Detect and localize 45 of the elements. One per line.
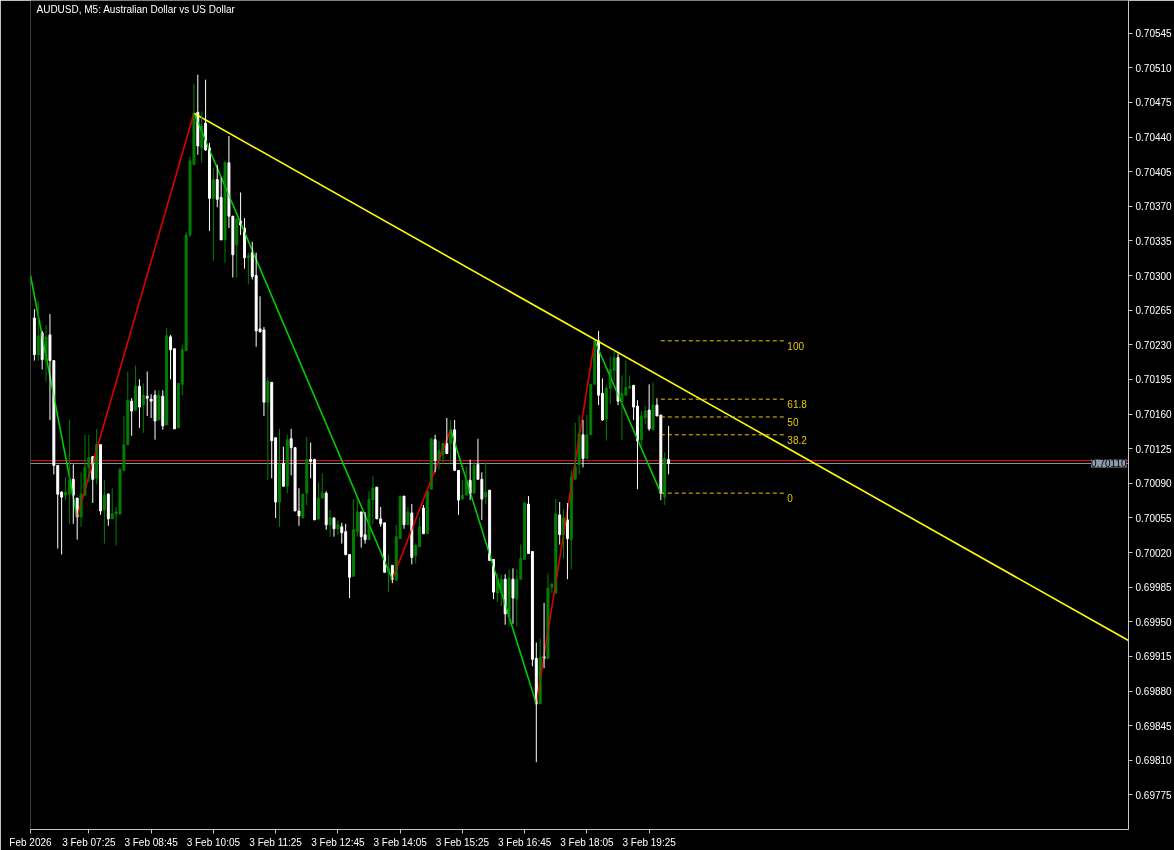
series-label: 0 <box>787 493 794 505</box>
x-tick-label: 3 Feb 12:45 <box>311 836 365 848</box>
candlestick <box>429 438 433 490</box>
y-tick-label: 0.70370 <box>1135 201 1173 213</box>
x-tick-label: Feb 2026 <box>9 836 53 848</box>
x-tick-label: 3 Feb 16:45 <box>497 836 552 848</box>
y-tick-label: 0.70090 <box>1135 478 1173 490</box>
y-tick-label: 0.69985 <box>1135 582 1173 594</box>
y-tick-label: 0.70300 <box>1135 270 1173 282</box>
y-tick-label: 0.69950 <box>1135 616 1173 628</box>
y-tick-label: 0.69845 <box>1135 720 1173 732</box>
series-label: 38.2 <box>787 434 808 446</box>
y-tick-label: 0.70545 <box>1135 28 1173 40</box>
y-tick-label: 0.70055 <box>1135 512 1173 524</box>
y-tick-label: 0.70195 <box>1135 374 1173 386</box>
y-tick-label: 0.70160 <box>1135 409 1173 421</box>
series-label: 61.8 <box>787 399 808 411</box>
y-tick-label: 0.70230 <box>1135 339 1173 351</box>
x-tick-label: 3 Feb 15:25 <box>435 836 490 848</box>
y-tick-label: 0.69915 <box>1135 651 1173 663</box>
y-tick-label: 0.70405 <box>1135 166 1173 178</box>
y-tick-label: 0.69775 <box>1135 789 1173 801</box>
y-tick-label: 0.69810 <box>1135 755 1173 767</box>
ref-line-label: 0.70110 <box>1091 458 1127 470</box>
y-tick-label: 0.70475 <box>1135 97 1173 109</box>
candlestick <box>375 486 379 520</box>
x-tick-label: 3 Feb 07:25 <box>62 836 116 848</box>
x-tick-label: 3 Feb 18:05 <box>560 836 615 848</box>
series-label: 50 <box>787 416 799 428</box>
y-tick-label: 0.70335 <box>1135 235 1173 247</box>
x-tick-label: 3 Feb 14:05 <box>373 836 428 848</box>
y-tick-label: 0.70125 <box>1135 443 1173 455</box>
series-label: 100 <box>787 340 805 352</box>
candlestick <box>383 522 387 573</box>
y-tick-label: 0.70020 <box>1135 547 1173 559</box>
candlestick <box>425 490 429 535</box>
chart-title: AUDUSD, M5: Australian Dollar vs US Dollar <box>36 3 236 15</box>
y-tick-label: 0.70265 <box>1135 305 1173 317</box>
y-tick-label: 0.70510 <box>1135 62 1173 74</box>
y-tick-label: 0.69880 <box>1135 686 1173 697</box>
x-tick-label: 3 Feb 11:25 <box>249 836 303 848</box>
x-tick-label: 3 Feb 10:05 <box>186 836 241 848</box>
x-tick-label: 3 Feb 08:45 <box>124 836 179 848</box>
x-tick-label: 3 Feb 19:25 <box>622 836 677 848</box>
y-tick-label: 0.70440 <box>1135 132 1173 144</box>
